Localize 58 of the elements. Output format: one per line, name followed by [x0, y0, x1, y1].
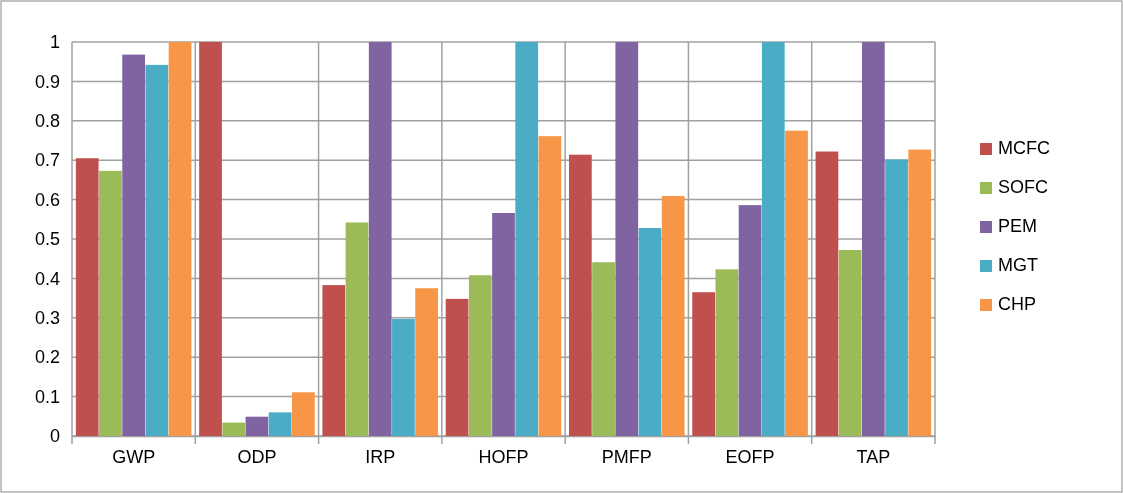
bar [445, 298, 469, 436]
bar [515, 42, 539, 436]
bar [368, 42, 392, 436]
y-tick-label: 0.5 [34, 229, 60, 250]
bar [268, 412, 292, 436]
bar [145, 64, 169, 436]
bar [538, 136, 562, 436]
x-tick-label: ODP [237, 446, 277, 467]
bar [99, 170, 122, 436]
bar [861, 42, 885, 436]
bar [815, 151, 839, 436]
bar [415, 288, 438, 436]
legend-label: MGT [998, 255, 1038, 275]
bar [468, 275, 492, 436]
bar [199, 42, 222, 436]
bar [492, 213, 515, 436]
bar [738, 205, 762, 436]
y-tick-label: 0.9 [34, 71, 60, 92]
y-tick-label: 0.2 [34, 347, 60, 368]
x-tick-label: PMFP [601, 446, 652, 467]
legend-label: MCFC [998, 138, 1050, 158]
bar [838, 250, 862, 436]
legend-label: CHP [998, 294, 1037, 314]
bar [661, 196, 685, 436]
bar [222, 422, 246, 436]
x-tick-label: GWP [112, 446, 156, 467]
bar [322, 285, 346, 436]
bar [122, 54, 146, 436]
y-tick-label: 0.1 [34, 386, 60, 407]
y-tick-label: 0.6 [34, 189, 60, 210]
bar [245, 416, 269, 436]
y-tick-label: 0.7 [34, 150, 60, 171]
bar [715, 269, 739, 436]
y-tick-label: 0.3 [34, 308, 60, 329]
bar [761, 42, 785, 436]
bar [291, 392, 315, 436]
legend-label: SOFC [998, 177, 1049, 197]
y-tick-label: 0.8 [34, 111, 60, 132]
bar [168, 42, 192, 436]
y-tick-label: 0 [49, 426, 60, 447]
x-tick-label: IRP [365, 446, 396, 467]
bar [615, 42, 639, 436]
bar [692, 292, 716, 436]
bar [885, 159, 908, 436]
x-tick-label: HOFP [478, 446, 529, 467]
y-tick-label: 0.4 [34, 268, 60, 289]
y-tick-label: 1 [49, 32, 60, 53]
bar [392, 318, 415, 436]
bar [569, 154, 592, 436]
bar [592, 262, 615, 436]
bar [75, 158, 99, 436]
bar [638, 227, 662, 436]
x-tick-label: EOFP [725, 446, 775, 467]
bar [785, 130, 808, 436]
legend-label: PEM [998, 216, 1038, 236]
bar [345, 222, 369, 436]
x-tick-label: TAP [856, 446, 891, 467]
bar [908, 149, 932, 436]
